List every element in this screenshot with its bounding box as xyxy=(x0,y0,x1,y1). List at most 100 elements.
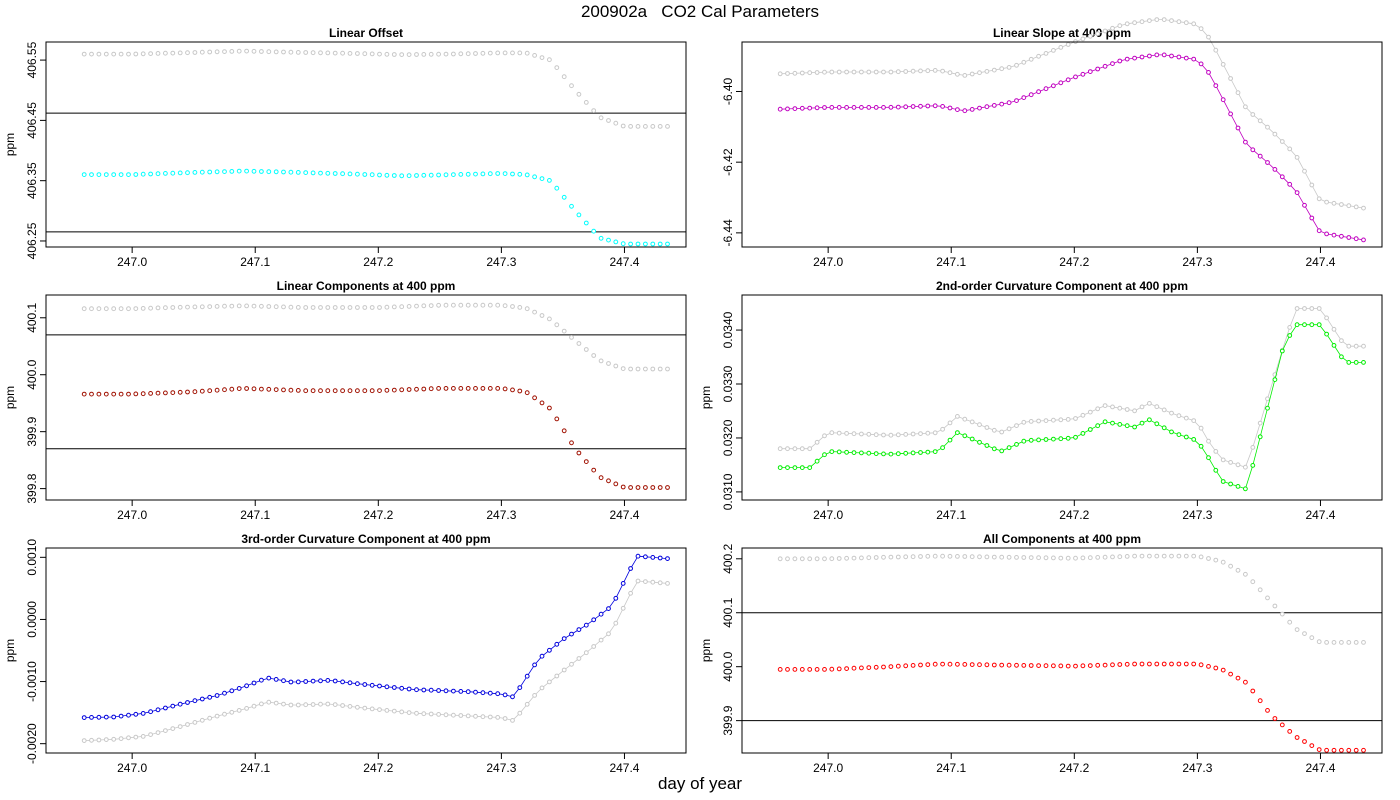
data-point xyxy=(1339,202,1344,207)
data-point xyxy=(903,432,909,437)
data-point xyxy=(1213,83,1219,88)
data-point xyxy=(303,50,309,55)
data-point xyxy=(1154,404,1160,410)
data-point xyxy=(103,306,109,312)
data-point xyxy=(222,303,227,309)
data-point xyxy=(814,667,820,672)
data-point xyxy=(1043,418,1049,424)
data-point xyxy=(295,702,301,708)
data-point xyxy=(635,366,641,372)
data-point xyxy=(576,341,582,346)
data-point xyxy=(576,450,582,456)
data-point xyxy=(473,713,478,719)
data-point xyxy=(273,304,279,310)
data-series-2 xyxy=(81,168,670,247)
data-point xyxy=(140,51,146,57)
x-tick-label: 247.1 xyxy=(240,761,270,775)
data-point xyxy=(347,680,353,686)
data-point xyxy=(244,303,250,309)
data-point xyxy=(836,449,842,455)
data-point xyxy=(1250,112,1256,117)
y-tick-label: -0.0020 xyxy=(25,723,39,764)
data-point xyxy=(807,667,813,672)
data-point xyxy=(126,306,131,312)
data-point xyxy=(1213,449,1219,454)
data-point xyxy=(583,622,589,628)
data-point xyxy=(1265,160,1270,165)
data-point xyxy=(947,553,953,559)
series-line xyxy=(780,324,1364,490)
data-point xyxy=(1294,627,1300,632)
data-point xyxy=(251,168,257,174)
data-point xyxy=(1272,603,1278,609)
data-point xyxy=(399,387,405,393)
y-tick-label: 0.0000 xyxy=(25,601,39,638)
data-point xyxy=(851,431,857,437)
data-point xyxy=(1021,663,1027,668)
x-tick-label: 247.2 xyxy=(1059,761,1089,775)
data-point xyxy=(583,220,589,226)
data-point xyxy=(999,662,1005,668)
data-point xyxy=(377,683,382,689)
chart-title: Linear Offset xyxy=(329,26,403,40)
data-point xyxy=(1324,315,1329,321)
data-point xyxy=(1257,420,1263,426)
data-point xyxy=(229,303,235,309)
data-point xyxy=(1176,661,1182,667)
data-point xyxy=(822,667,827,672)
y-tick-label: 399.9 xyxy=(721,705,735,735)
data-point xyxy=(465,171,471,177)
x-tick-label: 247.4 xyxy=(1305,761,1335,775)
data-point xyxy=(399,173,405,179)
data-point xyxy=(947,105,953,111)
data-point xyxy=(1080,431,1086,436)
data-point xyxy=(643,241,648,247)
data-point xyxy=(1316,196,1322,202)
data-point xyxy=(628,241,633,247)
y-tick-label: 399.9 xyxy=(25,416,39,446)
data-point xyxy=(148,732,154,737)
data-point xyxy=(844,69,849,75)
data-point xyxy=(1191,661,1197,667)
data-point xyxy=(236,48,242,54)
data-point xyxy=(273,700,279,706)
data-point xyxy=(517,685,523,690)
data-point xyxy=(777,667,783,672)
data-point xyxy=(155,707,161,713)
data-point xyxy=(895,554,901,560)
data-point xyxy=(888,69,894,75)
chart-title: Linear Slope at 400 ppm xyxy=(993,26,1131,40)
data-point xyxy=(977,105,982,111)
data-point xyxy=(1243,139,1248,145)
data-point xyxy=(984,425,990,430)
data-point xyxy=(814,105,820,111)
data-point xyxy=(155,171,161,177)
data-point xyxy=(177,304,183,310)
data-point xyxy=(170,170,176,176)
data-point xyxy=(148,709,154,715)
data-point xyxy=(792,465,798,471)
data-point xyxy=(561,428,567,434)
data-point xyxy=(1235,675,1241,681)
x-tick-label: 247.0 xyxy=(117,508,147,522)
data-point xyxy=(451,386,456,391)
data-point xyxy=(510,50,515,56)
data-point xyxy=(436,302,442,308)
data-point xyxy=(1191,553,1197,559)
data-point xyxy=(332,388,338,394)
data-point xyxy=(1087,69,1093,74)
data-point xyxy=(1124,554,1130,559)
data-point xyxy=(369,305,375,310)
data-point xyxy=(133,51,139,57)
data-point xyxy=(148,391,154,396)
data-point xyxy=(554,641,560,647)
data-point xyxy=(140,171,146,177)
data-point xyxy=(406,686,412,692)
data-point xyxy=(406,52,412,57)
data-point xyxy=(1110,420,1115,426)
data-point xyxy=(539,400,545,406)
data-point xyxy=(1087,409,1093,415)
data-point xyxy=(1324,747,1329,753)
data-point xyxy=(332,702,338,707)
data-point xyxy=(1110,61,1115,66)
